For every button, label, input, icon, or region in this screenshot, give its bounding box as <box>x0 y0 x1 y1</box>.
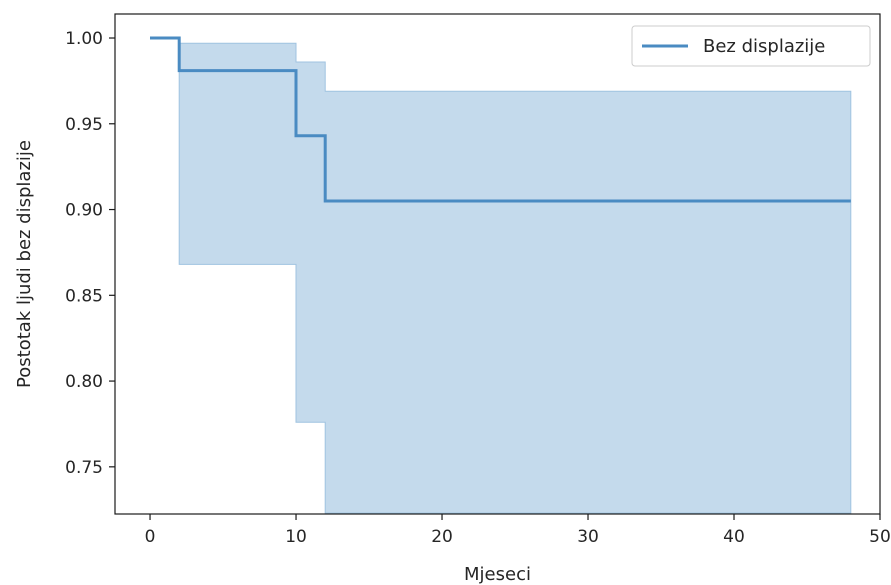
x-tick-label: 0 <box>145 527 156 547</box>
y-tick-label: 0.90 <box>65 201 103 221</box>
y-axis-ticks: 0.75 0.80 0.85 0.90 0.95 1.00 <box>65 29 115 478</box>
y-tick-label: 0.80 <box>65 372 103 392</box>
x-tick-label: 30 <box>577 527 599 547</box>
x-axis-ticks: 0 10 20 30 40 50 <box>145 514 891 547</box>
plot-area <box>150 36 852 514</box>
legend: Bez displazije <box>631 25 871 67</box>
y-tick-label: 0.85 <box>65 286 103 306</box>
axes-frame <box>114 13 881 515</box>
legend-box <box>631 25 871 67</box>
x-tick-label: 50 <box>869 527 891 547</box>
y-axis-label: Postotak ljudi bez displazije <box>14 140 35 388</box>
legend-label: Bez displazije <box>703 36 825 57</box>
y-tick-label: 0.95 <box>65 115 103 135</box>
x-tick-label: 10 <box>285 527 307 547</box>
y-tick-label: 1.00 <box>65 29 103 49</box>
x-axis-label: Mjeseci <box>464 564 531 585</box>
x-tick-label: 20 <box>431 527 453 547</box>
x-tick-label: 40 <box>723 527 745 547</box>
confidence-band <box>150 37 852 514</box>
survival-step-line <box>150 36 851 203</box>
y-tick-label: 0.75 <box>65 458 103 478</box>
